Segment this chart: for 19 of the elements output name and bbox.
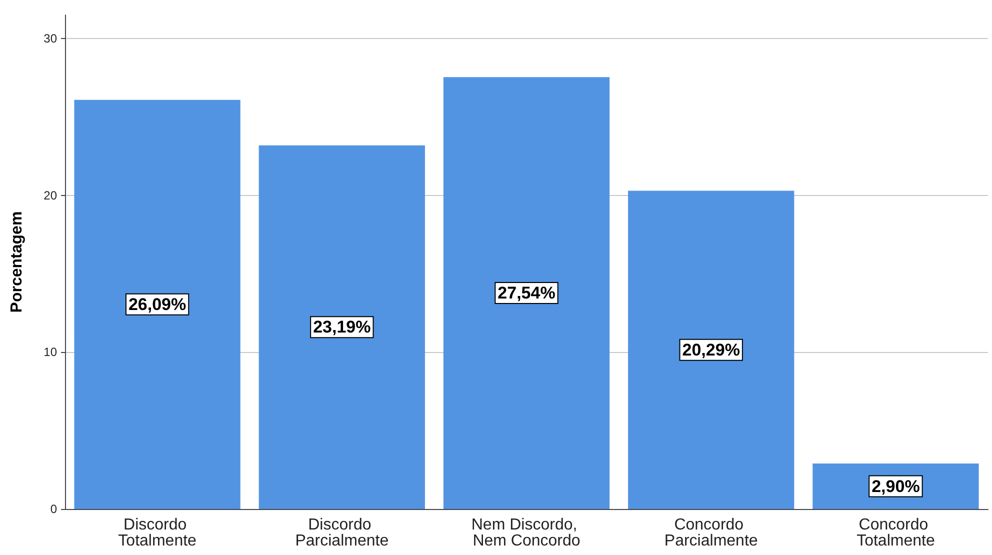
bar (74, 100, 240, 509)
y-tick-label: 20 (44, 188, 58, 202)
y-axis-title: Porcentagem (8, 211, 26, 313)
bar (258, 145, 425, 509)
data-label: 2,90% (872, 476, 920, 496)
data-label: 27,54% (498, 284, 556, 303)
y-tick-label: 10 (44, 345, 58, 360)
bar (443, 77, 610, 509)
data-label: 26,09% (128, 294, 186, 314)
y-tick-label: 30 (44, 32, 58, 46)
x-tick-label: Concordo Parcialmente (664, 516, 758, 550)
data-label: 20,29% (682, 340, 740, 360)
y-tick-label: 0 (50, 502, 58, 516)
x-tick-label: Concordo Totalmente (856, 516, 935, 550)
bar (628, 190, 794, 509)
x-tick-label: Discordo Totalmente (118, 516, 197, 550)
x-tick-label: Discordo Parcialmente (295, 516, 389, 550)
x-tick-label: Nem Discordo, Nem Concordo (471, 516, 582, 550)
data-label: 23,19% (313, 318, 371, 337)
